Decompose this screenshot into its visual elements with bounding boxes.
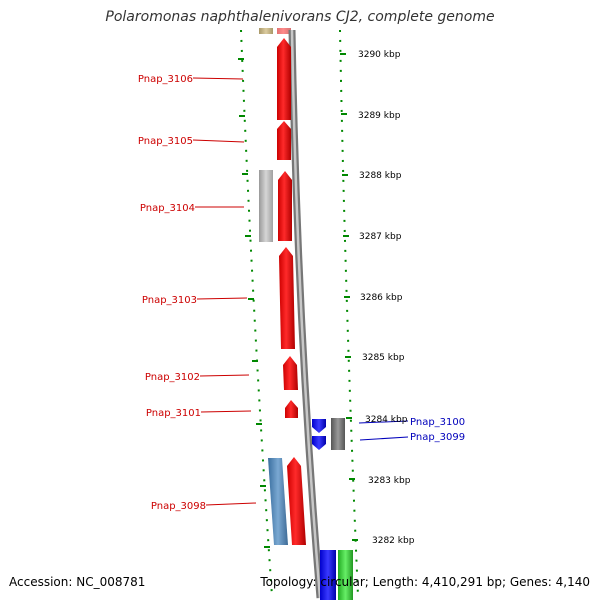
gene-label-pnap-3098: Pnap_3098 [151,501,206,512]
left-leader-lines [192,77,257,506]
steelblue-gene [268,458,288,545]
dark-grey-gene [331,418,345,450]
gene-label-pnap-3099: Pnap_3099 [410,432,465,443]
gene-pnap-3098-arrow [287,457,306,545]
genome-title: Polaromonas naphthalenivorans CJ2, compl… [105,9,495,25]
gene-pnap-3102-arrow [283,356,298,390]
gene-label-pnap-3106: Pnap_3106 [138,74,193,85]
gene-pnap-3101-arrow [285,400,298,418]
gene-pnap-3105-arrow [277,121,291,160]
kbp-label: 3287 kbp [359,232,402,242]
gene-label-pnap-3102: Pnap_3102 [145,372,200,383]
kbp-label: 3283 kbp [368,476,411,486]
bottom-green-gene [338,550,353,600]
gene-label-pnap-3105: Pnap_3105 [138,136,193,147]
topology-text: Topology: circular; Length: 4,410,291 bp… [260,575,590,589]
kbp-label: 3285 kbp [362,353,405,363]
left-gene-labels: Pnap_3106 Pnap_3105 Pnap_3104 Pnap_3103 … [138,74,206,512]
gene-pnap-3099-arrow [312,436,326,450]
grey-gene [259,170,273,242]
other-genes [259,170,353,600]
gene-pnap-3103-arrow [279,247,295,349]
kbp-label: 3284 kbp [365,415,408,425]
bottom-blue-gene [320,550,336,600]
kbp-label: 3286 kbp [360,293,403,303]
gene-pnap-3106-arrow [277,38,291,120]
gene-pnap-3104-arrow [278,171,292,241]
kbp-label: 3288 kbp [359,171,402,181]
major-ticks [238,53,358,548]
gene-label-pnap-3101: Pnap_3101 [146,408,201,419]
kbp-label: 3290 kbp [358,50,401,60]
accession-text: Accession: NC_008781 [9,575,146,589]
right-gene-labels: Pnap_3100 Pnap_3099 [410,417,465,443]
kbp-label: 3282 kbp [372,536,415,546]
gene-label-pnap-3103: Pnap_3103 [142,295,197,306]
gene-pnap-3100-arrow [312,419,326,433]
right-leader-lines [358,420,409,441]
gene-label-pnap-3104: Pnap_3104 [140,203,195,214]
kbp-scale: 3290 kbp 3289 kbp 3288 kbp 3287 kbp 3286… [358,50,415,546]
forward-genes [277,38,306,545]
gene-label-pnap-3100: Pnap_3100 [410,417,465,428]
genome-backbone [288,29,324,599]
left-tick-column [240,29,273,597]
kbp-label: 3289 kbp [358,111,401,121]
top-partial-genes [259,28,291,34]
